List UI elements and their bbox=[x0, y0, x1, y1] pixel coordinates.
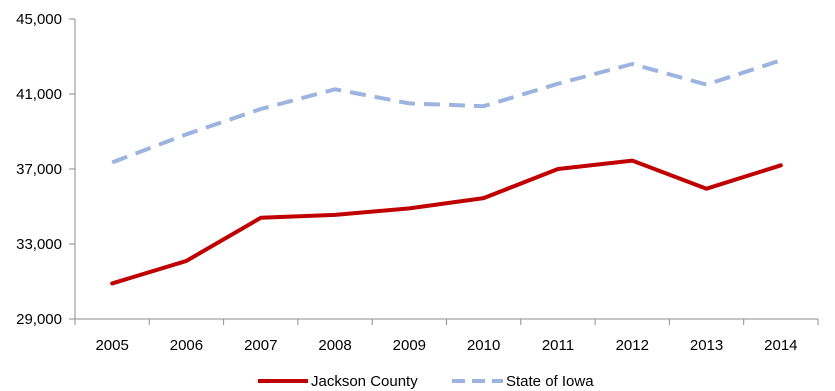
data-point bbox=[407, 101, 411, 105]
x-tick-label: 2005 bbox=[95, 337, 128, 354]
series-line-jackson-county bbox=[110, 158, 783, 286]
data-point bbox=[779, 163, 783, 167]
data-point bbox=[333, 87, 337, 91]
data-point bbox=[482, 196, 486, 200]
x-tick-label: 2014 bbox=[764, 337, 797, 354]
y-tick-label: 29,000 bbox=[16, 311, 62, 328]
data-point bbox=[333, 213, 337, 217]
y-tick-label: 33,000 bbox=[16, 236, 62, 253]
x-tick-label: 2010 bbox=[467, 337, 500, 354]
data-point bbox=[630, 62, 634, 66]
x-tick-label: 2013 bbox=[690, 337, 723, 354]
data-point bbox=[259, 107, 263, 111]
data-point bbox=[184, 259, 188, 263]
legend-label: State of Iowa bbox=[506, 373, 594, 390]
x-tick-label: 2011 bbox=[542, 337, 574, 354]
data-point bbox=[556, 167, 560, 171]
data-point bbox=[630, 159, 634, 163]
x-tick-label: 2012 bbox=[616, 337, 649, 354]
y-tick-label: 45,000 bbox=[16, 11, 62, 28]
x-tick-label: 2007 bbox=[244, 337, 277, 354]
data-point bbox=[705, 187, 709, 191]
data-point bbox=[259, 216, 263, 220]
data-point bbox=[482, 104, 486, 108]
series-line-state-of-iowa bbox=[111, 58, 782, 165]
data-point bbox=[110, 281, 114, 285]
x-tick-label: 2008 bbox=[318, 337, 351, 354]
legend: Jackson County State of Iowa bbox=[258, 373, 594, 390]
y-tick-label: 37,000 bbox=[16, 161, 62, 178]
y-tick-label: 41,000 bbox=[16, 86, 62, 103]
x-axis: 2005 2006 2007 2008 2009 2010 2011 2012 2013 2014 bbox=[74, 318, 819, 354]
x-tick-label: 2006 bbox=[170, 337, 203, 354]
x-tick-label: 2009 bbox=[393, 337, 426, 354]
y-axis: 29,000 33,000 37,000 41,000 45,000 bbox=[16, 11, 76, 328]
data-point bbox=[110, 160, 114, 164]
data-point bbox=[556, 82, 560, 86]
data-point bbox=[779, 58, 783, 62]
series-layer bbox=[110, 58, 783, 286]
data-point bbox=[407, 206, 411, 210]
data-point bbox=[184, 132, 188, 136]
legend-label: Jackson County bbox=[311, 373, 418, 390]
data-point bbox=[705, 83, 709, 87]
